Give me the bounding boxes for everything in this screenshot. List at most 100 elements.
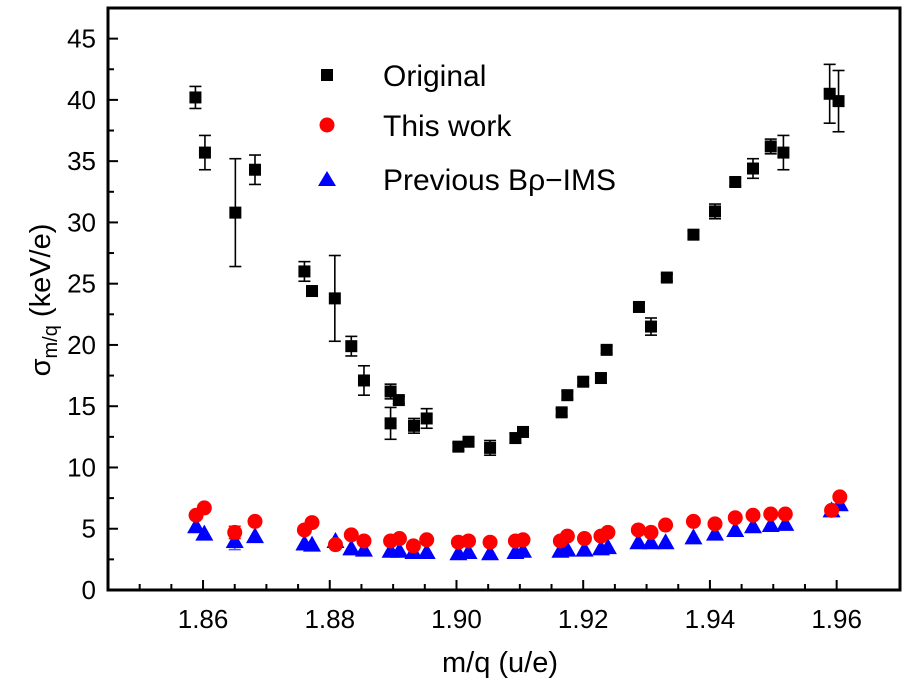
- data-point-this-work: [405, 538, 421, 554]
- data-point-original: [644, 320, 657, 333]
- legend: Original This work Previous Bρ−IMS: [318, 60, 616, 197]
- data-point-this-work: [196, 500, 212, 516]
- data-point-previous: [598, 538, 617, 555]
- data-point-this-work: [559, 528, 575, 544]
- data-point-original: [764, 140, 777, 153]
- legend-marker-this-work: [319, 117, 335, 133]
- data-point-original: [555, 406, 568, 419]
- x-tick-label: 1.94: [685, 604, 736, 634]
- data-point-previous: [656, 533, 675, 550]
- data-point-this-work: [727, 510, 743, 526]
- data-point-previous: [481, 544, 500, 561]
- y-tick-label: 0: [82, 575, 96, 605]
- x-axis-title: m/q (u/e): [442, 647, 558, 679]
- data-point-previous: [225, 531, 244, 548]
- data-point-this-work: [327, 537, 343, 553]
- data-point-previous: [641, 533, 660, 550]
- data-point-previous: [726, 520, 745, 537]
- data-point-previous: [342, 539, 361, 556]
- y-tick-label: 10: [67, 452, 96, 482]
- data-point-this-work: [419, 532, 435, 548]
- data-point-this-work: [227, 524, 243, 540]
- data-point-this-work: [515, 532, 531, 548]
- data-point-this-work: [658, 517, 674, 533]
- plot-marks: [187, 63, 849, 561]
- data-point-original: [832, 95, 845, 108]
- data-point-this-work: [763, 506, 779, 522]
- data-point-this-work: [391, 531, 407, 547]
- legend-marker-original: [321, 69, 333, 81]
- data-point-original: [345, 340, 358, 353]
- data-point-this-work: [630, 522, 646, 538]
- data-point-this-work: [356, 533, 372, 549]
- y-axis-title-unit: (keV/e): [25, 224, 57, 326]
- data-point-original: [484, 441, 497, 454]
- y-tick-label: 20: [67, 330, 96, 360]
- data-point-original: [729, 175, 742, 188]
- legend-label-this-work: This work: [383, 110, 512, 143]
- data-point-this-work: [576, 531, 592, 547]
- data-point-previous: [195, 524, 214, 541]
- data-point-original: [306, 285, 319, 298]
- legend-marker-previous: [318, 171, 336, 186]
- data-point-original: [384, 417, 397, 430]
- y-tick-label: 45: [67, 24, 96, 54]
- data-point-original: [632, 300, 645, 313]
- axes: 1.86 1.88 1.90 1.92 1.94 1.96 0 5 10 15 20 25 30 35 40…: [67, 6, 902, 634]
- data-point-this-work: [643, 524, 659, 540]
- x-tick-label: 1.92: [558, 604, 609, 634]
- data-point-original: [777, 146, 790, 159]
- data-point-original: [452, 440, 465, 453]
- data-point-previous: [776, 514, 795, 531]
- data-point-previous: [459, 543, 478, 560]
- data-point-original: [561, 389, 574, 402]
- y-axis-title: σm/q (keV/e): [25, 224, 62, 377]
- y-tick-label: 40: [67, 85, 96, 115]
- x-tick-label: 1.88: [304, 604, 355, 634]
- data-point-this-work: [304, 515, 320, 531]
- data-point-previous: [514, 541, 533, 558]
- data-point-previous: [245, 527, 264, 544]
- plot-frame: [106, 6, 902, 592]
- x-tick-label: 1.90: [431, 604, 482, 634]
- data-point-previous: [187, 517, 206, 534]
- x-tick-label: 1.96: [811, 604, 862, 634]
- data-point-original: [747, 162, 760, 175]
- data-point-original: [248, 163, 261, 176]
- data-point-previous: [684, 528, 703, 545]
- data-point-original: [298, 265, 311, 278]
- y-axis-title-subscript: m/q: [40, 325, 62, 358]
- y-tick-label: 15: [67, 391, 96, 421]
- data-point-this-work: [745, 507, 761, 523]
- data-point-previous: [629, 533, 648, 550]
- series-square: [189, 63, 845, 457]
- data-point-previous: [744, 517, 763, 534]
- data-point-this-work: [832, 489, 848, 505]
- data-point-this-work: [600, 524, 616, 540]
- data-point-original: [229, 206, 242, 219]
- data-point-this-work: [247, 513, 263, 529]
- data-point-this-work: [343, 527, 359, 543]
- data-point-original: [687, 228, 700, 241]
- data-point-this-work: [482, 534, 498, 550]
- y-tick-label: 30: [67, 207, 96, 237]
- legend-label-original: Original: [383, 60, 486, 93]
- data-point-previous: [558, 540, 577, 557]
- y-axis-title-symbol: σ: [25, 358, 57, 376]
- y-tick-label: 35: [67, 146, 96, 176]
- y-tick-label: 25: [67, 269, 96, 299]
- data-point-original: [600, 343, 613, 356]
- data-point-original: [577, 375, 590, 388]
- series-circle: [188, 489, 848, 554]
- data-point-original: [594, 372, 607, 385]
- data-point-original: [328, 292, 341, 305]
- data-point-previous: [575, 540, 594, 557]
- data-point-original: [408, 419, 421, 432]
- data-point-this-work: [685, 513, 701, 529]
- data-point-original: [420, 412, 433, 425]
- data-point-original: [462, 435, 475, 448]
- data-point-original: [660, 271, 673, 284]
- data-point-previous: [390, 541, 409, 558]
- data-point-this-work: [707, 516, 723, 532]
